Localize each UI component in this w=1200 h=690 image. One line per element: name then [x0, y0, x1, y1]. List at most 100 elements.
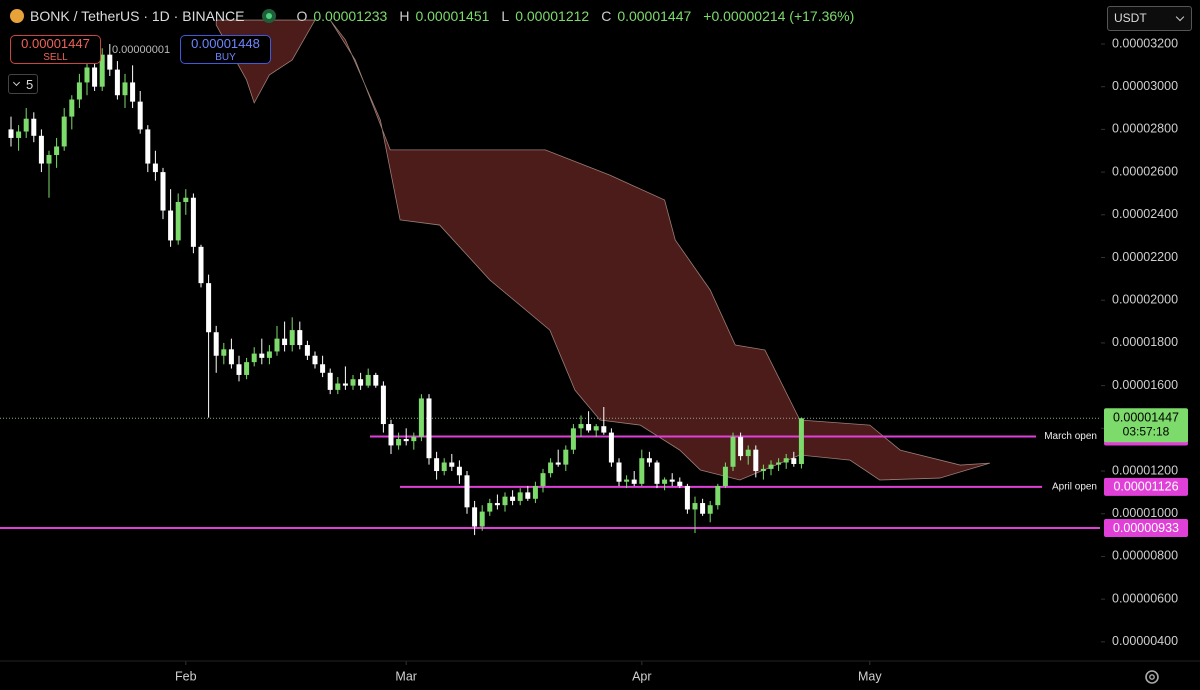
candle-body: [456, 466, 462, 476]
candle-body: [236, 364, 242, 375]
countdown: 03:57:18: [1123, 424, 1170, 438]
candle-body: [403, 439, 409, 442]
y-tick-label: 0.00002600: [1112, 164, 1178, 178]
y-tick-label: 0.00002800: [1112, 122, 1178, 136]
ohlc-value: 0.00001212: [515, 8, 590, 24]
last-price-box: [1104, 408, 1188, 443]
level-label: April open: [1052, 481, 1097, 492]
ohlc-value: 0.00001451: [415, 8, 490, 24]
candle-body: [152, 163, 158, 173]
y-tick-label: 0.00000600: [1112, 591, 1178, 605]
market-status: [262, 9, 277, 23]
y-tick-label: 0.00002000: [1112, 293, 1178, 307]
indicator-toggle[interactable]: 5: [8, 74, 38, 94]
price-change: +0.00000214 (+17.36%): [703, 8, 855, 24]
buy-label: BUY: [215, 52, 236, 63]
candle-body: [282, 338, 288, 346]
candle-body: [213, 332, 219, 356]
candle-body: [555, 462, 561, 465]
candle-body: [373, 374, 379, 386]
spread: 0.00000001: [112, 44, 171, 56]
candle-body: [183, 197, 189, 202]
candle-body: [190, 197, 196, 247]
y-tick-label: 0.00003200: [1112, 36, 1178, 50]
candle-body: [479, 511, 485, 527]
candle-body: [791, 458, 797, 464]
candle-body: [646, 458, 652, 463]
settings-icon[interactable]: [1145, 670, 1159, 684]
ohlc-value: 0.00001447: [617, 8, 692, 24]
candle-body: [631, 479, 637, 484]
plot-area: [0, 19, 1100, 536]
symbol-header: BONK / TetherUS · 1D · BINANCE O 0.000012…: [10, 8, 860, 24]
candle-body: [312, 355, 318, 365]
y-tick-label: 0.00001600: [1112, 378, 1178, 392]
candle-body: [624, 479, 630, 482]
candle-body: [342, 383, 348, 386]
candle-body: [84, 67, 90, 83]
candle-body: [365, 374, 371, 386]
candle-body: [244, 362, 250, 375]
candle-body: [783, 458, 789, 463]
candle-body: [92, 67, 98, 87]
candle-body: [494, 503, 500, 506]
candle-body: [684, 485, 690, 510]
candle-body: [137, 101, 143, 130]
candle-body: [418, 398, 424, 437]
candle-body: [350, 379, 356, 386]
candle-body: [768, 464, 774, 469]
candle-body: [738, 436, 744, 457]
candle-body: [593, 426, 599, 431]
candle-body: [692, 503, 698, 510]
level-label: March open: [1044, 431, 1097, 442]
candle-body: [114, 69, 120, 96]
candle-body: [441, 462, 447, 472]
candle-body: [297, 330, 303, 346]
candle-body: [380, 385, 386, 425]
candle-body: [46, 155, 52, 164]
candle-body: [570, 428, 576, 450]
candle-body: [540, 473, 546, 486]
candle-body: [502, 496, 508, 506]
currency-select[interactable]: USDT: [1107, 6, 1192, 31]
level-price: 0.00001126: [1113, 480, 1178, 494]
sell-button[interactable]: 0.00001447 SELL: [10, 35, 101, 64]
candle-body: [472, 507, 478, 527]
ohlc-key: H: [399, 8, 410, 24]
candle-body: [760, 468, 766, 472]
candle-body: [38, 135, 44, 164]
candle-body: [327, 372, 333, 390]
y-tick-label: 0.00001000: [1112, 506, 1178, 520]
candle-body: [753, 449, 759, 472]
candle-body: [532, 485, 538, 499]
candle-body: [304, 345, 310, 356]
symbol-name[interactable]: BONK / TetherUS · 1D · BINANCE: [30, 8, 245, 24]
candle-body: [669, 479, 675, 482]
y-tick-label: 0.00003000: [1112, 79, 1178, 93]
candle-body: [107, 54, 113, 70]
buy-price: 0.00001448: [191, 36, 260, 51]
candle-body: [221, 349, 227, 356]
candle-body: [434, 458, 440, 472]
candle-body: [251, 353, 257, 363]
candle-body: [168, 210, 174, 241]
level-price: 0.00000933: [1113, 521, 1179, 535]
candle-body: [662, 479, 668, 484]
candle-body: [517, 492, 523, 501]
candle-body: [76, 82, 82, 100]
sell-label: SELL: [43, 52, 68, 63]
level-price-box: [1104, 477, 1188, 496]
candle-body: [578, 424, 584, 429]
candle-body: [99, 54, 105, 87]
candle-body: [510, 496, 516, 501]
candle-body: [175, 201, 181, 241]
candle-body: [601, 426, 607, 433]
candle-body: [700, 503, 706, 514]
x-tick-label: Feb: [175, 669, 197, 683]
candle-body: [54, 146, 60, 156]
candle-body: [776, 462, 782, 465]
ohlc-key: C: [601, 8, 612, 24]
candle-body: [411, 436, 417, 442]
buy-button[interactable]: 0.00001448 BUY: [180, 35, 271, 64]
ichimoku-cloud: [329, 19, 990, 481]
